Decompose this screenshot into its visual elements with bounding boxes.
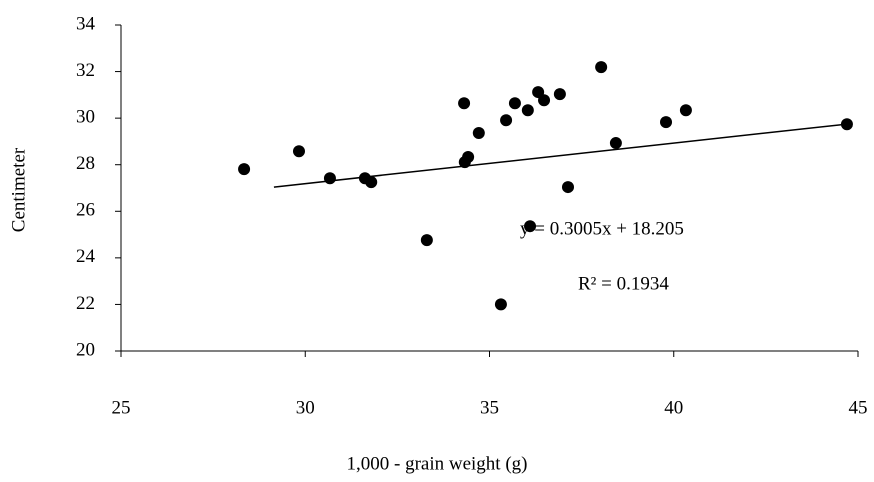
x-tick-label: 35 <box>480 397 499 418</box>
y-tick-label: 22 <box>76 293 95 314</box>
y-tick-label: 24 <box>76 246 96 267</box>
x-tick-label: 40 <box>664 397 683 418</box>
y-tick-label: 20 <box>76 339 95 360</box>
point <box>553 88 566 101</box>
point <box>840 118 853 131</box>
point <box>538 94 551 107</box>
point <box>561 181 574 194</box>
point <box>521 104 534 117</box>
y-tick-label: 26 <box>76 200 95 221</box>
point <box>524 220 537 233</box>
point <box>238 163 251 176</box>
point <box>365 176 378 189</box>
r-squared: R² = 0.1934 <box>578 273 669 294</box>
point <box>508 97 521 110</box>
y-tick-label: 34 <box>76 13 96 34</box>
point <box>660 116 673 129</box>
equation: y = 0.3005x + 18.205 <box>520 218 684 239</box>
point <box>292 145 305 158</box>
point <box>609 137 622 150</box>
point <box>458 97 471 110</box>
x-axis-title: 1,000 - grain weight (g) <box>347 453 528 474</box>
point <box>679 104 692 117</box>
y-axis-title: Centimeter <box>8 147 29 232</box>
point <box>420 234 433 247</box>
point <box>323 172 336 185</box>
point <box>595 61 608 74</box>
point <box>494 298 507 311</box>
y-tick-label: 32 <box>76 60 95 81</box>
x-tick-label: 45 <box>849 397 868 418</box>
y-tick-label: 28 <box>76 153 95 174</box>
point <box>472 127 485 140</box>
x-tick-label: 25 <box>112 397 131 418</box>
y-tick-label: 30 <box>76 107 95 128</box>
point <box>500 114 513 127</box>
point <box>462 151 475 164</box>
x-tick-label: 30 <box>296 397 315 418</box>
